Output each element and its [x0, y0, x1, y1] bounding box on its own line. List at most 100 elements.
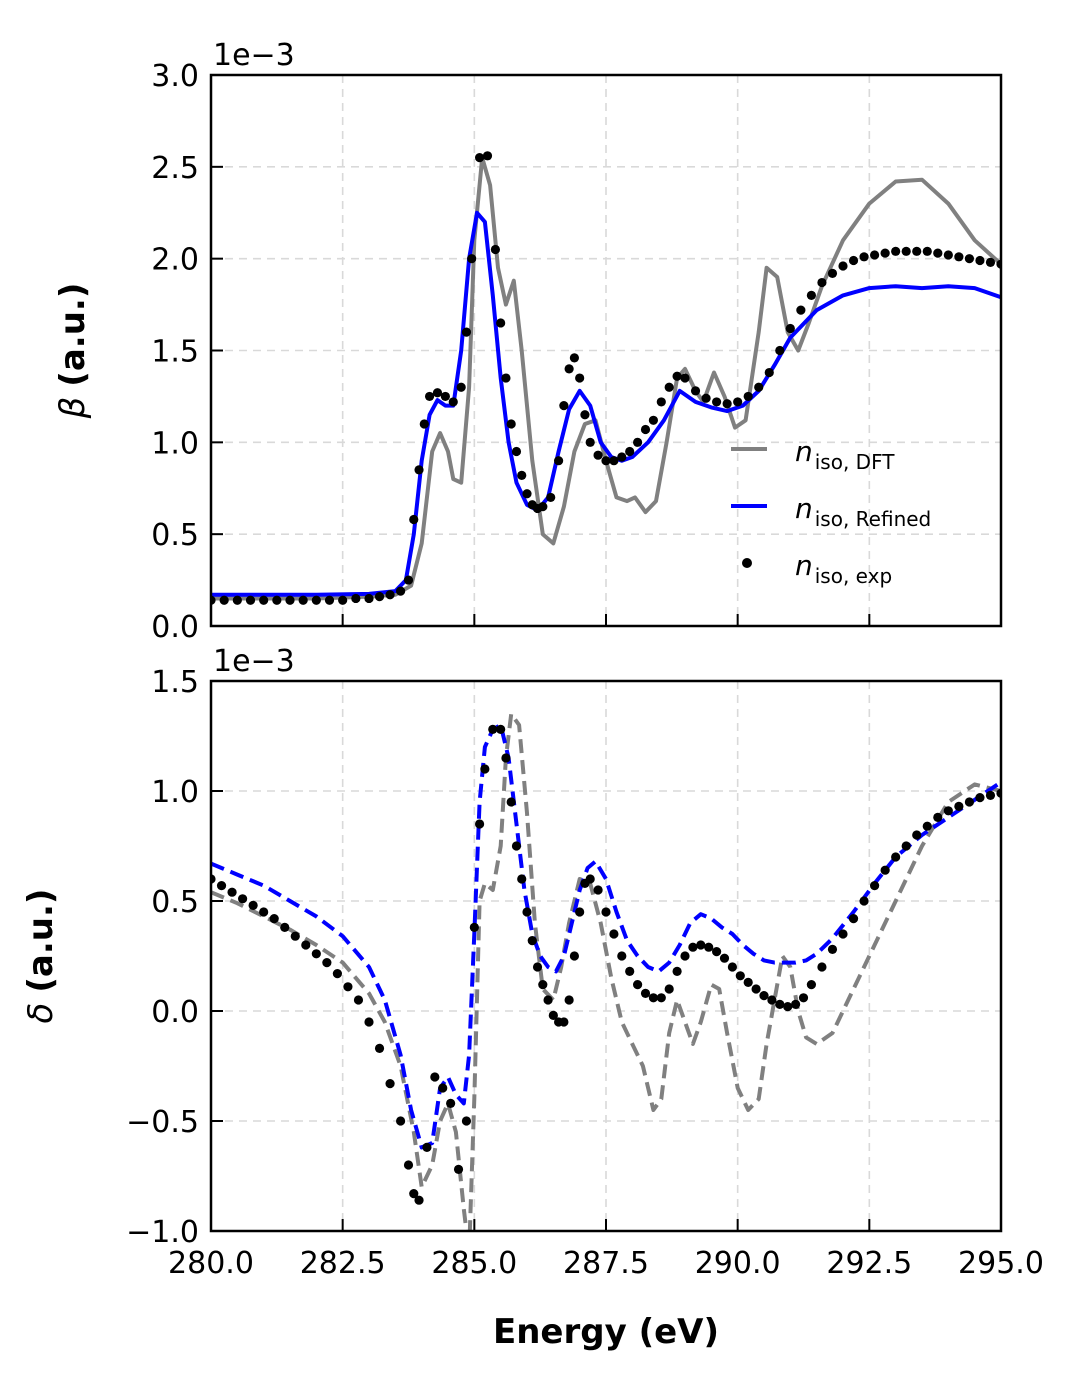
data-point	[438, 1083, 448, 1093]
data-point	[259, 907, 269, 917]
data-point	[680, 373, 690, 383]
y-axis-unit: (a.u.)	[53, 283, 93, 387]
data-point	[272, 595, 282, 605]
data-point	[522, 907, 532, 917]
y-axis-symbol: β	[53, 397, 93, 420]
legend-item: n iso, DFT	[731, 435, 895, 474]
data-point	[601, 456, 611, 466]
data-point	[870, 250, 880, 260]
data-point	[933, 812, 943, 823]
x-axis-title: Energy (eV)	[493, 1312, 719, 1352]
data-point	[798, 993, 809, 1003]
data-point	[870, 881, 880, 891]
data-point	[672, 371, 682, 381]
data-point	[469, 922, 479, 933]
y-tick-label: 0.0	[151, 610, 199, 645]
data-point	[517, 874, 527, 884]
series-n-iso-exp	[211, 724, 1001, 1205]
data-point	[712, 397, 722, 407]
data-point	[633, 437, 643, 447]
data-point	[238, 894, 248, 904]
data-point	[564, 995, 574, 1005]
data-point	[548, 1010, 558, 1021]
data-point	[403, 575, 414, 585]
data-point	[743, 977, 753, 988]
data-point	[538, 980, 548, 990]
data-point	[719, 953, 730, 963]
data-point	[248, 900, 258, 911]
data-point	[912, 830, 922, 840]
data-point	[448, 397, 458, 407]
data-point	[488, 724, 498, 735]
data-point	[385, 1079, 395, 1089]
y-tick-label: −1.0	[126, 1215, 199, 1250]
data-point	[414, 465, 424, 475]
data-point	[891, 246, 901, 256]
data-point	[511, 446, 522, 457]
data-point	[559, 1017, 569, 1027]
data-point	[859, 896, 869, 906]
legend-label-base: n	[795, 549, 813, 582]
legend-label-sub: iso, Refined	[815, 507, 932, 531]
data-point	[609, 456, 619, 466]
data-point	[414, 1195, 424, 1205]
data-point	[409, 1189, 419, 1199]
data-point	[569, 951, 580, 961]
data-point	[859, 252, 869, 262]
y-tick-label: 1.0	[151, 426, 199, 461]
data-point	[827, 944, 838, 955]
data-point	[796, 305, 806, 315]
data-point	[482, 151, 493, 161]
y-tick-label: 2.5	[151, 151, 199, 186]
y-axis-title: δ (a.u.)	[21, 889, 61, 1024]
data-point	[374, 592, 385, 602]
data-point	[891, 852, 901, 862]
data-point	[701, 393, 711, 403]
data-point	[496, 724, 506, 735]
data-point	[440, 391, 450, 402]
data-point	[696, 940, 706, 950]
data-point	[922, 821, 932, 831]
legend-label-sub: iso, DFT	[815, 450, 895, 474]
data-point	[838, 929, 848, 939]
data-point	[409, 514, 419, 525]
data-point	[712, 947, 722, 957]
data-point	[806, 290, 817, 300]
data-point	[322, 958, 332, 968]
data-point	[680, 951, 690, 961]
data-point	[880, 865, 890, 875]
data-point	[722, 399, 732, 409]
chart-panel-beta: 0.00.51.01.52.02.53.01e−3β(a.u.)n iso, DF…	[53, 38, 1003, 645]
series-n-iso-exp	[211, 151, 1001, 605]
data-point	[785, 323, 795, 334]
data-point	[311, 595, 321, 605]
data-point	[625, 446, 635, 457]
plot-area	[211, 151, 1001, 605]
y-tick-label: 0.0	[151, 995, 199, 1030]
x-tick-label: 287.5	[563, 1246, 649, 1281]
data-point	[219, 595, 229, 605]
data-point	[656, 397, 666, 407]
data-point	[285, 595, 295, 605]
data-point	[343, 982, 353, 992]
data-point	[848, 255, 859, 266]
data-point	[640, 424, 651, 435]
data-point	[754, 382, 764, 392]
data-point	[648, 993, 659, 1003]
legend-label-base: n	[795, 492, 813, 525]
data-point	[975, 255, 985, 266]
data-point	[338, 595, 348, 605]
data-point	[396, 1116, 406, 1126]
data-point	[232, 595, 242, 605]
data-point	[432, 388, 443, 398]
series-n-iso-refined-line	[211, 210, 1001, 597]
data-point	[817, 277, 827, 288]
data-point	[422, 1142, 432, 1152]
legend-label-base: n	[795, 435, 813, 468]
data-point	[838, 261, 848, 271]
data-point	[332, 969, 342, 979]
data-point	[743, 391, 753, 402]
data-point	[559, 401, 569, 411]
y-tick-label: 1.5	[151, 665, 199, 700]
data-point	[446, 1098, 456, 1108]
